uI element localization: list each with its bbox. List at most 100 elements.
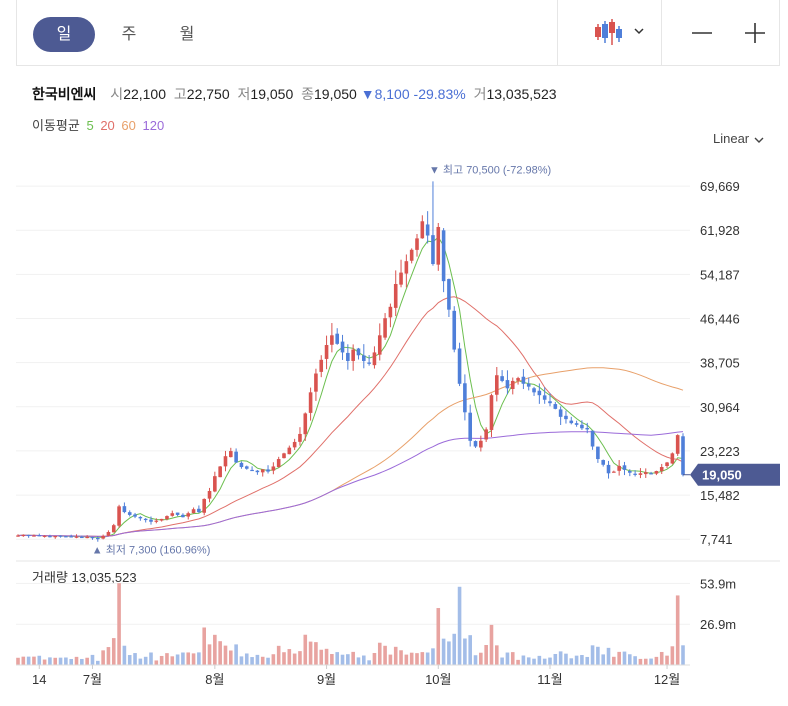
candle-body bbox=[404, 261, 409, 274]
volume-bar bbox=[191, 653, 196, 665]
candle-body bbox=[250, 469, 254, 472]
candle-body bbox=[229, 451, 233, 458]
ma-legend-item-60[interactable]: 60 bbox=[121, 118, 136, 133]
tab-weekly[interactable]: 주 bbox=[121, 26, 137, 43]
candle-body bbox=[601, 460, 605, 465]
volume-bar bbox=[542, 658, 547, 665]
candle-body bbox=[335, 333, 339, 344]
candle-body bbox=[244, 466, 249, 469]
volume-bar bbox=[463, 638, 467, 665]
volume-bar bbox=[441, 638, 446, 665]
candle-body bbox=[26, 534, 31, 537]
candle-body bbox=[271, 466, 276, 471]
volume-bar bbox=[436, 608, 441, 665]
volume-bar bbox=[314, 642, 318, 665]
price-tick-label: 7,741 bbox=[700, 532, 733, 547]
candle-body bbox=[596, 446, 600, 460]
candle-body bbox=[628, 470, 632, 473]
candle-body bbox=[127, 512, 132, 515]
volume-value: 13,035,523 bbox=[486, 86, 557, 102]
max-price-annotation: ▼ 최고 70,500 (-72.98%) bbox=[429, 163, 551, 176]
ma-legend-item-5[interactable]: 5 bbox=[86, 118, 94, 133]
candle-body bbox=[537, 390, 542, 396]
ma-legend-item-20[interactable]: 20 bbox=[100, 118, 115, 133]
candle-body bbox=[32, 535, 36, 537]
volume-bar bbox=[420, 652, 425, 665]
volume-bar bbox=[282, 652, 286, 665]
volume-bar bbox=[127, 655, 132, 665]
candle-body bbox=[372, 352, 377, 366]
volume-bar bbox=[601, 654, 605, 665]
plus-icon[interactable] bbox=[738, 16, 772, 50]
minus-icon[interactable] bbox=[685, 16, 719, 50]
volume-bar bbox=[303, 634, 308, 665]
volume-bar bbox=[574, 655, 579, 665]
volume-bar bbox=[468, 635, 472, 665]
candle-body bbox=[340, 341, 345, 353]
candle-body bbox=[175, 512, 180, 515]
change-arrow: ▼ bbox=[360, 86, 375, 102]
volume-bar bbox=[569, 658, 574, 665]
candle-body bbox=[53, 536, 58, 538]
volume-bar bbox=[21, 656, 26, 665]
volume-bar bbox=[510, 652, 515, 665]
candle-body bbox=[649, 473, 653, 475]
volume-bar bbox=[356, 657, 361, 665]
candle-body bbox=[74, 536, 79, 538]
volume-bar bbox=[266, 657, 270, 665]
ma-legend-label: 이동평균 bbox=[32, 118, 80, 133]
chevron-down-icon[interactable] bbox=[632, 24, 646, 38]
volume-bar bbox=[37, 655, 42, 665]
ma-line-5 bbox=[17, 236, 684, 538]
candle-body bbox=[122, 506, 127, 513]
candle-body bbox=[436, 226, 441, 265]
volume-bar bbox=[335, 652, 339, 665]
volume-bar bbox=[346, 654, 350, 665]
candle-body bbox=[425, 224, 430, 236]
candle-body bbox=[564, 415, 568, 420]
candle-body bbox=[638, 473, 643, 475]
tab-monthly[interactable]: 월 bbox=[179, 26, 195, 43]
candle-body bbox=[239, 462, 244, 468]
volume-bar bbox=[612, 656, 616, 665]
volume-bar bbox=[26, 656, 31, 665]
volume-bar bbox=[133, 653, 137, 665]
candle-body bbox=[670, 453, 675, 464]
candle-body bbox=[37, 535, 42, 537]
candle-body bbox=[489, 395, 494, 430]
volume-bar bbox=[170, 656, 175, 665]
volume-bar bbox=[122, 645, 127, 665]
tab-daily[interactable]: 일 bbox=[33, 17, 95, 52]
volume-bar bbox=[239, 656, 244, 665]
volume-bar bbox=[149, 652, 153, 665]
toolbar-divider bbox=[661, 0, 662, 66]
volume-bar bbox=[617, 651, 621, 665]
high-value: 22,750 bbox=[186, 86, 230, 102]
toolbar-divider bbox=[557, 0, 558, 66]
volume-bar bbox=[202, 627, 206, 665]
volume-bar bbox=[32, 656, 36, 665]
scale-selector[interactable]: Linear bbox=[713, 131, 765, 146]
candle-body bbox=[542, 395, 547, 400]
ma-legend-item-120[interactable]: 120 bbox=[142, 118, 165, 133]
volume-bar bbox=[675, 595, 680, 665]
candle-body bbox=[665, 462, 669, 467]
volume-bar bbox=[393, 646, 398, 665]
candle-body bbox=[181, 514, 185, 518]
volume-bar bbox=[250, 657, 254, 665]
date-tick-label: 9월 bbox=[317, 672, 336, 687]
volume-bar bbox=[90, 654, 95, 665]
candlestick-icon[interactable] bbox=[593, 18, 627, 46]
change-value: 8,100 bbox=[374, 86, 410, 102]
volume-bar bbox=[340, 654, 345, 665]
min-price-annotation: ▲ 최저 7,300 (160.96%) bbox=[92, 544, 211, 557]
candle-body bbox=[558, 409, 563, 417]
volume-bar bbox=[377, 642, 382, 665]
candle-body bbox=[111, 525, 116, 533]
volume-bar bbox=[372, 652, 377, 665]
close-value: 19,050 bbox=[314, 86, 357, 102]
volume-bar bbox=[590, 645, 595, 665]
volume-bar bbox=[638, 658, 643, 665]
volume-bar bbox=[207, 644, 212, 665]
